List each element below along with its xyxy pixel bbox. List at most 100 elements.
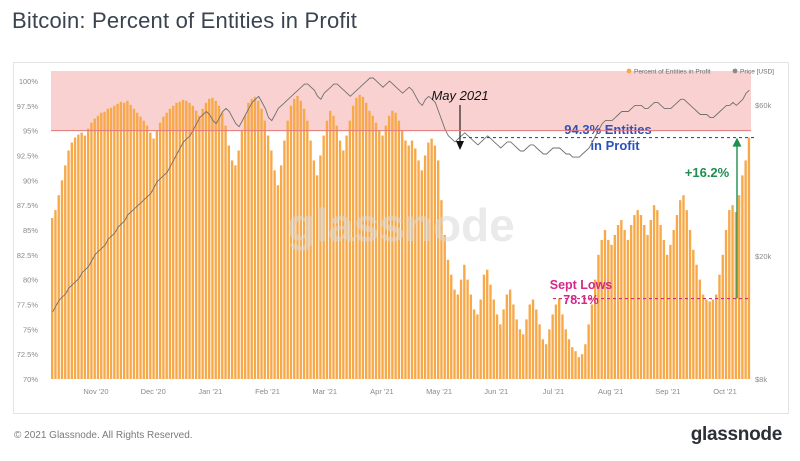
- profit-bar: [548, 329, 551, 379]
- x-tick-label: Oct '21: [713, 387, 737, 396]
- profit-bar: [747, 137, 751, 379]
- profit-bar: [724, 229, 728, 379]
- profit-bar: [404, 140, 407, 379]
- profit-bar: [279, 165, 283, 379]
- profit-bar: [512, 304, 515, 379]
- profit-bar: [531, 299, 535, 379]
- may-2021-label: May 2021: [431, 88, 488, 103]
- profit-bar: [214, 100, 217, 379]
- profit-bar: [659, 225, 662, 379]
- profit-bar: [299, 100, 302, 379]
- profit-bar: [234, 165, 237, 379]
- copyright-text: © 2021 Glassnode. All Rights Reserved.: [14, 430, 193, 441]
- x-tick-label: May '21: [426, 387, 452, 396]
- profit-bar: [407, 145, 410, 379]
- profit-bar: [430, 138, 433, 379]
- glassnode-logo: glassnode: [690, 424, 783, 445]
- x-tick-label: Apr '21: [370, 387, 394, 396]
- profit-bar: [446, 259, 450, 379]
- profit-bar: [394, 112, 397, 380]
- profit-bar: [191, 105, 195, 379]
- profit-bar: [208, 98, 211, 379]
- profit-bar: [665, 254, 669, 379]
- profit-bar: [70, 142, 73, 379]
- profit-bar: [365, 102, 368, 379]
- profit-bar: [669, 244, 672, 379]
- profit-bar: [453, 289, 456, 379]
- profit-bar: [427, 142, 430, 379]
- profit-bar: [688, 229, 692, 379]
- profit-bar: [240, 130, 244, 379]
- profit-bar: [86, 128, 90, 379]
- profit-bar: [603, 229, 607, 379]
- profit-bar: [263, 120, 266, 380]
- profit-bar: [168, 108, 172, 379]
- profit-bar: [535, 309, 538, 379]
- profit-bar: [508, 289, 512, 379]
- profit-bar: [276, 185, 280, 379]
- profit-bar: [381, 135, 384, 379]
- change-label: +16.2%: [685, 165, 730, 180]
- profit-bar: [152, 138, 155, 379]
- profit-bar: [675, 215, 679, 379]
- profit-bar: [701, 294, 705, 379]
- profit-bar: [221, 112, 224, 380]
- profit-bar: [495, 314, 499, 379]
- profit-bar: [656, 210, 659, 379]
- profit-bar: [178, 101, 181, 380]
- profit-bar: [646, 234, 649, 379]
- profit-bar: [600, 239, 603, 379]
- profit-bar: [440, 200, 443, 379]
- y-tick-label: 70%: [23, 375, 38, 384]
- profit-bar: [397, 120, 401, 380]
- profit-bar: [721, 254, 724, 379]
- profit-bar: [662, 239, 666, 379]
- profit-bar: [80, 132, 83, 379]
- profit-bar: [371, 115, 374, 380]
- profit-bar: [230, 160, 234, 379]
- profit-bar: [181, 99, 185, 379]
- profit-bar: [423, 155, 427, 379]
- profit-bar: [472, 309, 476, 379]
- profit-bar: [574, 351, 577, 379]
- profit-bar: [345, 135, 348, 379]
- profit-bar: [319, 155, 322, 379]
- profit-bar: [119, 101, 123, 380]
- x-tick-label: Jan '21: [198, 387, 222, 396]
- profit-bar: [172, 105, 175, 379]
- may-arrow-head: [456, 141, 464, 150]
- entities-label-1: 94.3% Entities: [564, 122, 651, 137]
- profit-bar: [456, 294, 459, 379]
- sept-label-2: 78.1%: [563, 293, 598, 307]
- profit-bar: [51, 218, 54, 379]
- profit-bar: [711, 299, 715, 379]
- profit-bar: [73, 137, 77, 379]
- profit-bar: [705, 299, 708, 379]
- profit-bar: [492, 299, 495, 379]
- x-tick-label: Mar '21: [312, 387, 337, 396]
- y-tick-label: 82.5%: [17, 251, 39, 260]
- profit-bar: [139, 116, 142, 379]
- profit-bar: [616, 225, 620, 379]
- y-tick-label: 100%: [19, 77, 39, 86]
- profit-bar: [93, 118, 96, 379]
- x-tick-label: Dec '20: [141, 387, 166, 396]
- profit-bar: [384, 125, 388, 380]
- profit-bar: [528, 304, 531, 379]
- profit-bar: [286, 120, 289, 380]
- profit-bar: [224, 125, 227, 380]
- profit-bar: [571, 347, 574, 379]
- chart-title: Bitcoin: Percent of Entities in Profit: [12, 8, 358, 33]
- profit-bar: [538, 324, 541, 379]
- profit-bar: [57, 195, 60, 379]
- profit-bar: [270, 150, 273, 379]
- profit-bar: [378, 130, 381, 379]
- profit-bar: [518, 329, 522, 379]
- profit-bar: [348, 120, 352, 380]
- profit-bar: [649, 220, 652, 379]
- profit-bar: [620, 220, 623, 379]
- profit-bar: [338, 140, 342, 379]
- profit-bar: [613, 234, 616, 379]
- profit-bar: [145, 125, 149, 380]
- profit-bar: [342, 150, 345, 379]
